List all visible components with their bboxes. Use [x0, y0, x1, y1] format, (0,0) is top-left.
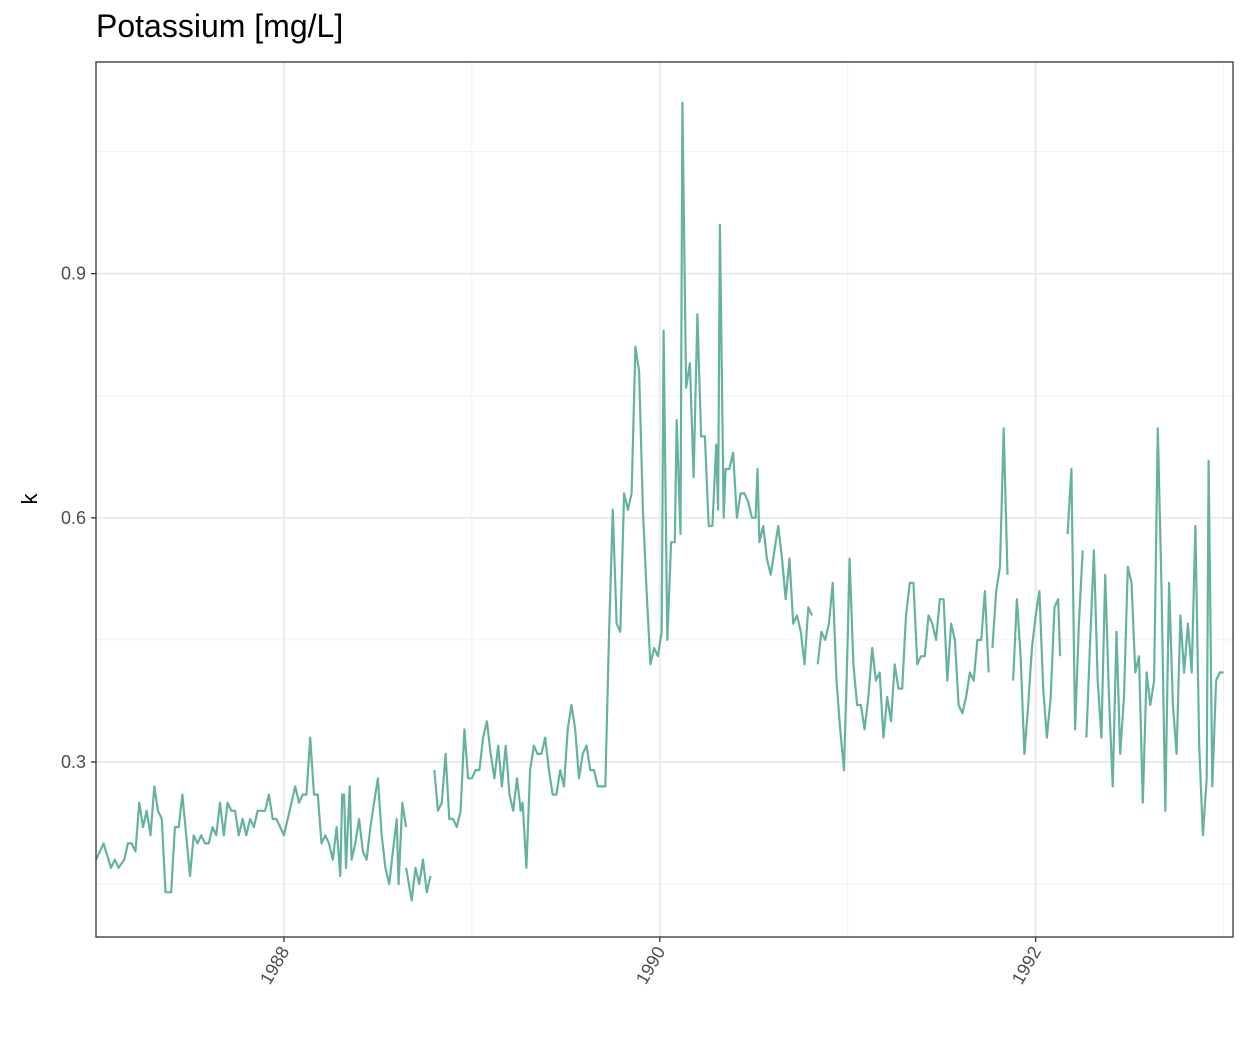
y-tick-label: 0.9: [61, 264, 86, 284]
chart-title: Potassium [mg/L]: [96, 8, 344, 44]
y-tick-label: 0.6: [61, 508, 86, 528]
y-axis-title: k: [17, 493, 42, 505]
series-line-segment: [991, 427, 1009, 649]
major-gridlines: [96, 62, 1233, 937]
series-line-segment: [433, 101, 814, 869]
x-tick-label: 1990: [632, 943, 669, 988]
series-line-segment: [95, 736, 408, 894]
series-line-segment: [405, 858, 432, 902]
series-line-segment: [1066, 467, 1084, 731]
x-tick-label: 1992: [1008, 943, 1045, 988]
series-group: [95, 101, 1224, 902]
series-line-segment: [1085, 427, 1224, 837]
plot-panel-border: [95, 61, 1234, 938]
x-tick-label: 1988: [256, 943, 293, 988]
series-line-segment: [1012, 590, 1062, 755]
series-line-segment: [816, 557, 990, 772]
y-tick-label: 0.3: [61, 752, 86, 772]
plot-panel-background: [96, 62, 1233, 937]
